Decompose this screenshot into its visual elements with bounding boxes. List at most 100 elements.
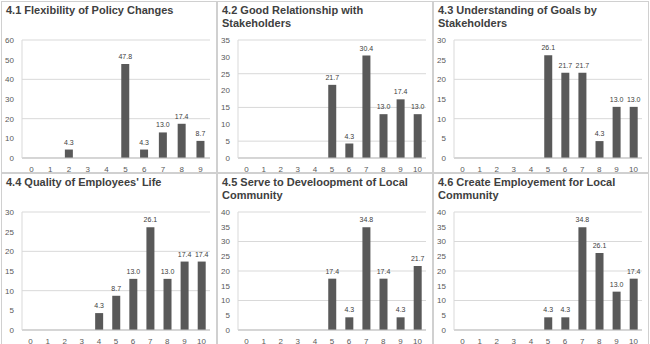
svg-text:20: 20	[8, 247, 15, 256]
svg-text:0: 0	[226, 326, 231, 335]
svg-text:0: 0	[244, 165, 249, 172]
svg-text:17.4: 17.4	[627, 268, 641, 275]
svg-text:13.0: 13.0	[610, 281, 624, 288]
svg-text:8: 8	[597, 165, 602, 172]
svg-text:0: 0	[29, 165, 34, 172]
svg-text:34.8: 34.8	[360, 216, 374, 223]
svg-text:21.7: 21.7	[576, 62, 590, 69]
svg-text:2: 2	[495, 337, 500, 344]
svg-text:0: 0	[460, 165, 465, 172]
svg-text:5: 5	[226, 137, 231, 146]
svg-text:20: 20	[437, 75, 446, 84]
svg-text:2: 2	[67, 165, 72, 172]
svg-text:10: 10	[8, 134, 15, 143]
svg-text:7: 7	[148, 337, 153, 344]
svg-text:40: 40	[437, 208, 446, 217]
svg-text:8: 8	[165, 337, 170, 344]
svg-text:20: 20	[221, 267, 230, 276]
svg-text:1: 1	[45, 337, 50, 344]
svg-text:25: 25	[437, 252, 446, 261]
svg-text:0: 0	[28, 337, 33, 344]
svg-text:17.4: 17.4	[325, 268, 339, 275]
svg-text:5: 5	[546, 337, 551, 344]
svg-text:8: 8	[381, 165, 386, 172]
svg-text:9: 9	[198, 165, 203, 172]
svg-text:0: 0	[460, 337, 465, 344]
svg-text:40: 40	[221, 208, 230, 217]
svg-text:4.3: 4.3	[344, 306, 354, 313]
svg-text:1: 1	[261, 337, 266, 344]
svg-text:4.3: 4.3	[344, 133, 354, 140]
svg-text:10: 10	[197, 337, 206, 344]
svg-text:4: 4	[97, 337, 102, 344]
svg-text:2: 2	[495, 165, 500, 172]
svg-text:50: 50	[8, 56, 15, 65]
svg-text:15: 15	[221, 103, 230, 112]
svg-text:4: 4	[313, 337, 318, 344]
svg-text:17.4: 17.4	[377, 268, 391, 275]
svg-text:4.3: 4.3	[64, 139, 74, 146]
svg-text:6: 6	[142, 165, 147, 172]
svg-text:0: 0	[442, 154, 447, 163]
svg-text:17.4: 17.4	[178, 251, 192, 258]
svg-text:26.1: 26.1	[593, 242, 607, 249]
svg-text:4.3: 4.3	[543, 306, 553, 313]
svg-text:0: 0	[226, 154, 231, 163]
svg-text:13.0: 13.0	[411, 103, 425, 110]
svg-text:9: 9	[614, 337, 619, 344]
svg-text:1: 1	[477, 337, 482, 344]
svg-text:17.4: 17.4	[195, 251, 209, 258]
svg-text:5: 5	[546, 165, 551, 172]
svg-text:2: 2	[63, 337, 68, 344]
svg-text:13.0: 13.0	[610, 96, 624, 103]
svg-text:8: 8	[180, 165, 185, 172]
svg-text:0: 0	[10, 326, 15, 335]
svg-text:10: 10	[8, 287, 15, 296]
svg-text:4.3: 4.3	[560, 306, 570, 313]
svg-text:21.7: 21.7	[325, 74, 339, 81]
svg-text:6: 6	[347, 165, 352, 172]
svg-text:4.3: 4.3	[595, 130, 605, 137]
svg-text:30: 30	[221, 53, 230, 62]
svg-text:10: 10	[437, 115, 446, 124]
svg-text:10: 10	[221, 296, 230, 305]
svg-text:0: 0	[10, 154, 15, 163]
svg-text:3: 3	[296, 337, 301, 344]
svg-text:8.7: 8.7	[111, 285, 121, 292]
svg-text:6: 6	[347, 337, 352, 344]
svg-text:7: 7	[580, 165, 585, 172]
svg-text:6: 6	[131, 337, 136, 344]
svg-text:2: 2	[279, 337, 284, 344]
svg-text:10: 10	[413, 337, 422, 344]
svg-text:5: 5	[330, 337, 335, 344]
svg-text:5: 5	[442, 311, 447, 320]
svg-text:30.4: 30.4	[360, 45, 374, 52]
svg-text:13.0: 13.0	[127, 268, 141, 275]
svg-text:5: 5	[114, 337, 119, 344]
svg-text:17.4: 17.4	[394, 88, 408, 95]
svg-text:7: 7	[580, 337, 585, 344]
svg-text:10: 10	[413, 165, 422, 172]
svg-text:4: 4	[104, 165, 109, 172]
svg-text:13.0: 13.0	[377, 103, 391, 110]
svg-text:13.0: 13.0	[627, 96, 641, 103]
svg-text:47.8: 47.8	[118, 53, 132, 60]
svg-text:25: 25	[221, 70, 230, 79]
svg-text:7: 7	[364, 337, 369, 344]
svg-text:6: 6	[563, 337, 568, 344]
svg-text:20: 20	[437, 267, 446, 276]
svg-text:15: 15	[8, 267, 15, 276]
svg-text:4: 4	[529, 165, 534, 172]
svg-text:13.0: 13.0	[161, 268, 175, 275]
svg-text:25: 25	[437, 56, 446, 65]
svg-text:3: 3	[296, 165, 301, 172]
svg-text:10: 10	[221, 120, 230, 129]
svg-text:3: 3	[86, 165, 91, 172]
svg-text:25: 25	[8, 228, 15, 237]
svg-text:26.1: 26.1	[144, 216, 158, 223]
svg-text:30: 30	[437, 237, 446, 246]
svg-text:7: 7	[161, 165, 166, 172]
svg-text:1: 1	[477, 165, 482, 172]
svg-text:5: 5	[330, 165, 335, 172]
svg-text:30: 30	[221, 237, 230, 246]
